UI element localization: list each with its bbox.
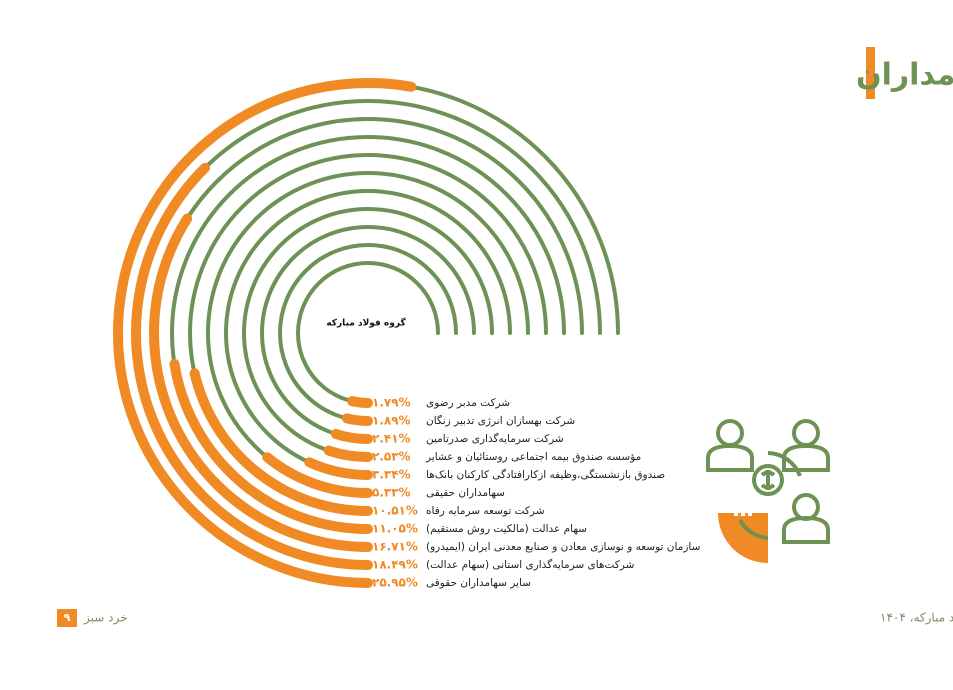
category-label: صندوق بازنشستگی،وظیفه ازکارافتادگی کارکن… xyxy=(426,468,665,481)
page-number: ۹ xyxy=(64,611,71,624)
ring-track xyxy=(206,171,530,495)
ring-bar xyxy=(113,78,417,588)
ring-bar xyxy=(262,452,373,498)
category-label: شرکت سرمایه‌گذاری صدرتامین xyxy=(426,432,564,445)
ring-bar xyxy=(189,368,373,516)
value-label: ۲۵.۹۵% xyxy=(372,576,418,590)
category-label: سازمان توسعه و نوسازی معادن و صنایع معدن… xyxy=(426,541,700,553)
value-label: ۳.۳۴% xyxy=(372,468,411,482)
ring-bar xyxy=(330,429,373,444)
value-label: ۵.۳۳% xyxy=(372,486,411,500)
category-label: شرکت‌های سرمایه‌گذاری استانی (سهام عدالت… xyxy=(426,558,634,571)
value-label: ۱۸.۴۹% xyxy=(372,558,418,572)
value-label: ۱.۷۹% xyxy=(372,396,411,410)
ring-bar xyxy=(341,413,373,426)
category-label: سایر سهامداران حقوقی xyxy=(426,577,531,589)
rings xyxy=(113,78,620,588)
footer-section: خرد سبز xyxy=(83,611,128,626)
logo-box xyxy=(322,303,410,343)
ring-track xyxy=(224,189,512,477)
page-box xyxy=(57,609,77,627)
category-label: شرکت توسعه سرمایه رفاه xyxy=(426,505,545,517)
ring-track xyxy=(260,225,476,441)
value-label: ۱۰.۵۱% xyxy=(372,504,418,518)
chart-title: ترکیب سهامداران xyxy=(856,58,953,93)
ring-bar xyxy=(169,358,373,534)
ring-track xyxy=(296,261,440,405)
ring-track xyxy=(242,207,494,459)
category-label: سهامداران حقیقی xyxy=(426,487,505,499)
value-label: ۲.۴۱% xyxy=(372,432,411,446)
category-label: سهام عدالت (مالکیت روش مستقیم) xyxy=(426,523,587,535)
value-label: ۱.۸۹% xyxy=(372,414,411,428)
ring-bar xyxy=(131,162,373,570)
logo: گروه فولاد مبارکه xyxy=(326,317,406,329)
ring-bar xyxy=(323,445,373,462)
category-label: شرکت بهسازان انرژی تدبیر زنگان xyxy=(426,414,575,427)
value-label: ۱۱.۰۵% xyxy=(372,522,418,536)
ring-bar xyxy=(149,213,373,552)
category-label: مؤسسه صندوق بیمه اجتماعی روستائیان و عشا… xyxy=(425,451,641,463)
value-label: ۲.۵۳% xyxy=(372,450,411,464)
ring-bar xyxy=(304,457,373,480)
category-label: شرکت مدبر رضوی xyxy=(426,397,510,409)
icon xyxy=(706,419,830,563)
footer-report: گزارش پایداری شرکت فولاد مبارکه، ۱۴۰۴ xyxy=(880,611,953,626)
ring-track xyxy=(278,243,458,423)
title-bar xyxy=(866,47,875,99)
value-label: ۱۶.۷۱% xyxy=(372,540,418,554)
icon-dots xyxy=(734,504,752,516)
ring-bar xyxy=(347,396,373,408)
